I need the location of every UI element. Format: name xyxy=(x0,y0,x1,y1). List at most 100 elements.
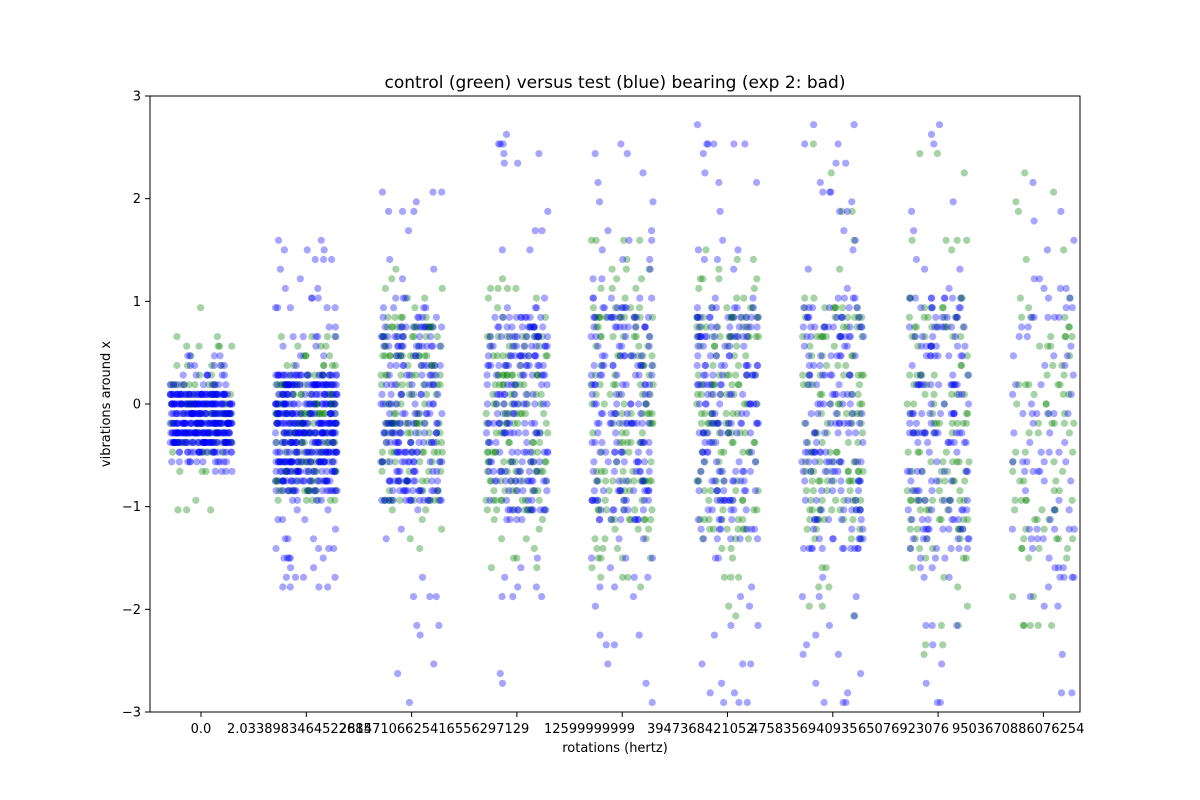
control-point xyxy=(1056,381,1064,389)
control-point xyxy=(528,487,537,495)
control-point xyxy=(328,438,336,447)
control-point xyxy=(379,333,388,341)
control-point xyxy=(959,419,967,427)
test-point xyxy=(327,487,335,495)
control-point xyxy=(917,371,925,379)
control-point xyxy=(427,323,435,331)
test-point xyxy=(616,487,624,495)
test-point xyxy=(541,371,549,379)
control-point xyxy=(309,381,317,389)
test-point xyxy=(953,342,962,350)
test-point xyxy=(730,689,739,697)
control-point xyxy=(714,323,722,331)
control-point xyxy=(921,333,929,341)
test-point xyxy=(228,400,236,408)
test-point xyxy=(483,371,491,379)
test-point xyxy=(409,593,418,601)
control-point xyxy=(647,516,655,524)
control-point xyxy=(638,477,647,485)
test-point xyxy=(588,390,596,398)
test-point xyxy=(396,323,404,331)
test-point xyxy=(829,390,837,398)
test-point xyxy=(531,304,540,312)
control-point xyxy=(283,410,291,418)
test-point xyxy=(418,342,426,350)
control-point xyxy=(589,429,597,437)
test-point xyxy=(332,390,340,398)
test-point xyxy=(282,371,290,379)
test-point xyxy=(302,467,310,475)
test-point xyxy=(964,467,972,475)
control-point xyxy=(621,487,629,495)
test-point xyxy=(407,496,415,504)
control-point xyxy=(1061,333,1069,341)
control-point xyxy=(730,390,738,398)
test-point xyxy=(193,419,201,427)
test-point xyxy=(646,255,654,264)
test-point xyxy=(284,419,292,427)
test-point xyxy=(642,400,650,408)
test-point xyxy=(426,371,434,379)
test-point xyxy=(907,477,915,485)
test-point xyxy=(940,323,949,331)
test-point xyxy=(198,390,206,398)
test-point xyxy=(730,477,738,485)
test-point xyxy=(803,333,811,341)
test-point xyxy=(707,323,715,331)
test-point xyxy=(315,458,323,466)
test-point xyxy=(726,390,734,398)
test-point xyxy=(832,419,840,427)
test-point xyxy=(846,323,854,331)
control-point xyxy=(929,410,937,418)
control-point xyxy=(499,313,507,321)
test-point xyxy=(734,333,742,341)
control-point xyxy=(188,390,196,398)
control-point xyxy=(302,429,310,437)
test-point xyxy=(207,390,215,398)
control-point xyxy=(1061,313,1069,321)
test-point xyxy=(272,458,280,466)
test-point xyxy=(311,381,319,389)
test-point xyxy=(403,448,411,456)
control-point xyxy=(512,284,520,292)
test-point xyxy=(408,390,416,398)
control-point xyxy=(421,400,429,408)
test-point xyxy=(394,477,403,485)
test-point xyxy=(280,419,288,427)
control-point xyxy=(406,352,415,360)
control-point xyxy=(426,323,434,331)
test-point xyxy=(812,679,820,687)
control-point xyxy=(953,419,961,427)
test-point xyxy=(528,342,536,350)
test-point xyxy=(434,477,442,485)
test-point xyxy=(810,429,819,437)
test-point xyxy=(288,458,296,466)
control-point xyxy=(209,438,217,447)
control-point xyxy=(300,352,308,360)
test-point xyxy=(526,448,535,456)
test-point xyxy=(965,371,973,379)
test-point xyxy=(330,400,338,408)
control-point xyxy=(509,371,517,379)
test-point xyxy=(747,525,756,533)
test-point xyxy=(922,352,931,360)
control-point xyxy=(594,496,602,504)
test-point xyxy=(182,438,190,447)
test-point xyxy=(595,198,604,206)
test-point xyxy=(177,400,185,408)
test-point xyxy=(386,255,394,264)
control-point xyxy=(954,583,962,591)
control-point xyxy=(526,506,535,514)
control-point xyxy=(421,352,429,360)
control-point xyxy=(964,371,972,379)
test-point xyxy=(433,419,441,427)
test-point xyxy=(398,323,406,331)
test-point xyxy=(172,419,180,427)
test-point xyxy=(331,323,339,331)
test-point xyxy=(297,458,305,466)
control-point xyxy=(921,496,929,504)
test-point xyxy=(320,458,328,466)
test-point xyxy=(202,390,210,398)
test-point xyxy=(173,390,181,398)
test-point xyxy=(283,554,291,562)
